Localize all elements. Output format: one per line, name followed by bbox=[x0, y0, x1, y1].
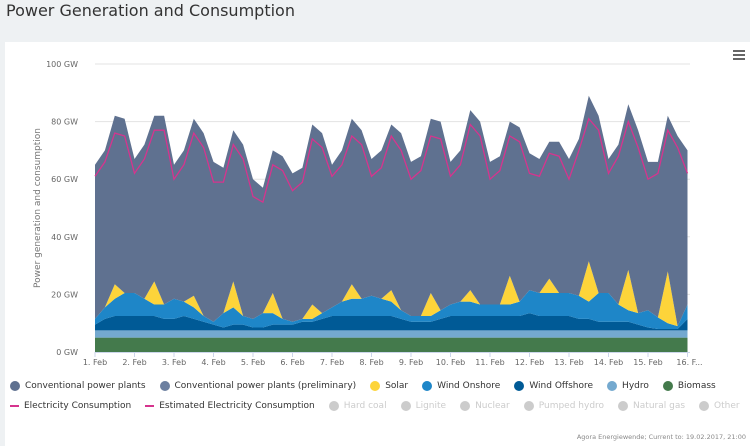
legend-item-hard-coal[interactable]: Hard coal bbox=[328, 401, 387, 411]
y-axis-title: Power generation and consumption bbox=[33, 128, 43, 288]
legend-dot-icon bbox=[699, 401, 710, 411]
legend-label: Natural gas bbox=[633, 401, 686, 411]
y-tick-label: 40 GW bbox=[51, 233, 78, 242]
legend-item-estimated-electricity-consumption[interactable]: Estimated Electricity Consumption bbox=[145, 401, 315, 411]
x-tick-label: 4. Feb bbox=[201, 358, 225, 367]
x-tick-label: 8. Feb bbox=[359, 358, 383, 367]
line-electricity-consumption[interactable] bbox=[94, 117, 689, 204]
x-tick-label: 10. Feb bbox=[436, 358, 465, 367]
legend-dot-icon bbox=[662, 381, 673, 391]
legend-dot-icon bbox=[10, 381, 20, 391]
x-tick-label: 7. Feb bbox=[320, 358, 344, 367]
legend-item-other[interactable]: Other bbox=[699, 401, 740, 411]
x-tick-label: 14. Feb bbox=[594, 358, 623, 367]
legend-row-1: Conventional power plants Conventional po… bbox=[10, 381, 730, 391]
legend-item-pumped-hydro[interactable]: Pumped hydro bbox=[523, 401, 605, 411]
legend-dot-icon bbox=[400, 401, 411, 411]
legend-label: Solar bbox=[385, 381, 409, 391]
legend-dot-icon bbox=[618, 401, 629, 411]
legend-label: Wind Onshore bbox=[437, 381, 501, 391]
legend-line-icon bbox=[10, 405, 19, 407]
area-solar[interactable] bbox=[95, 261, 688, 327]
legend-item-conventional-power-plants[interactable]: Conventional power plants bbox=[10, 381, 146, 391]
legend-item-biomass[interactable]: Biomass bbox=[662, 381, 716, 391]
legend-line-icon bbox=[145, 405, 155, 407]
legend-row-2: Electricity Consumption Estimated Electri… bbox=[10, 401, 750, 411]
legend-label: Biomass bbox=[677, 381, 716, 391]
x-tick-label: 15. Feb bbox=[633, 358, 662, 367]
legend-item-lignite[interactable]: Lignite bbox=[400, 401, 447, 411]
hamburger-icon[interactable] bbox=[733, 50, 745, 60]
area-conventional-power-plants[interactable] bbox=[95, 95, 688, 327]
legend-label: Other bbox=[714, 401, 740, 411]
y-tick-label: 60 GW bbox=[51, 175, 78, 184]
y-tick-label: 100 GW bbox=[46, 60, 78, 69]
x-tick-label: 12. Feb bbox=[515, 358, 544, 367]
legend-item-hydro[interactable]: Hydro bbox=[607, 381, 649, 391]
legend-dot-icon bbox=[370, 381, 381, 391]
area-wind-offshore[interactable] bbox=[95, 313, 688, 331]
y-tick-label: 0 GW bbox=[56, 348, 78, 357]
legend-item-natural-gas[interactable]: Natural gas bbox=[618, 401, 685, 411]
area-wind-onshore[interactable] bbox=[95, 290, 688, 329]
x-tick-label: 16. F... bbox=[676, 358, 702, 367]
x-tick-label: 5. Feb bbox=[241, 358, 265, 367]
legend-label: Electricity Consumption bbox=[24, 401, 132, 411]
x-tick-label: 6. Feb bbox=[280, 358, 304, 367]
x-tick-label: 13. Feb bbox=[554, 358, 583, 367]
x-tick-label: 11. Feb bbox=[475, 358, 504, 367]
x-tick-label: 9. Feb bbox=[399, 358, 423, 367]
legend-dot-icon bbox=[460, 401, 471, 411]
legend-label: Wind Offshore bbox=[529, 381, 594, 391]
y-tick-label: 80 GW bbox=[51, 118, 78, 127]
legend-dot-icon bbox=[523, 401, 534, 411]
legend-item-wind-onshore[interactable]: Wind Onshore bbox=[422, 381, 500, 391]
legend-label: Hard coal bbox=[343, 401, 387, 411]
legend-label: Conventional power plants (preliminary) bbox=[174, 381, 357, 391]
legend-item-electricity-consumption[interactable]: Electricity Consumption bbox=[10, 401, 131, 411]
area-biomass[interactable] bbox=[95, 337, 688, 352]
y-tick-label: 20 GW bbox=[51, 290, 78, 299]
legend-label: Conventional power plants bbox=[25, 381, 146, 391]
x-tick-label: 2. Feb bbox=[122, 358, 146, 367]
x-tick-label: 3. Feb bbox=[162, 358, 186, 367]
legend-label: Pumped hydro bbox=[538, 401, 605, 411]
x-tick-label: 1. Feb bbox=[83, 358, 107, 367]
legend-dot-icon bbox=[159, 381, 170, 391]
legend-dot-icon bbox=[514, 381, 525, 391]
legend-label: Hydro bbox=[622, 381, 649, 391]
legend-item-nuclear[interactable]: Nuclear bbox=[460, 401, 510, 411]
legend-dot-icon bbox=[607, 381, 618, 391]
legend-label: Nuclear bbox=[475, 401, 510, 411]
legend-label: Estimated Electricity Consumption bbox=[159, 401, 315, 411]
page-title: Power Generation and Consumption bbox=[6, 1, 295, 20]
legend-item-solar[interactable]: Solar bbox=[370, 381, 408, 391]
legend-item-conventional-power-plants-preliminary-[interactable]: Conventional power plants (preliminary) bbox=[159, 381, 357, 391]
legend-dot-icon bbox=[422, 381, 433, 391]
legend-dot-icon bbox=[328, 401, 339, 411]
area-hydro[interactable] bbox=[95, 330, 688, 338]
source-credit: Agora Energiewende; Current to: 19.02.20… bbox=[576, 433, 746, 441]
legend-label: Lignite bbox=[415, 401, 447, 411]
legend-item-wind-offshore[interactable]: Wind Offshore bbox=[514, 381, 593, 391]
